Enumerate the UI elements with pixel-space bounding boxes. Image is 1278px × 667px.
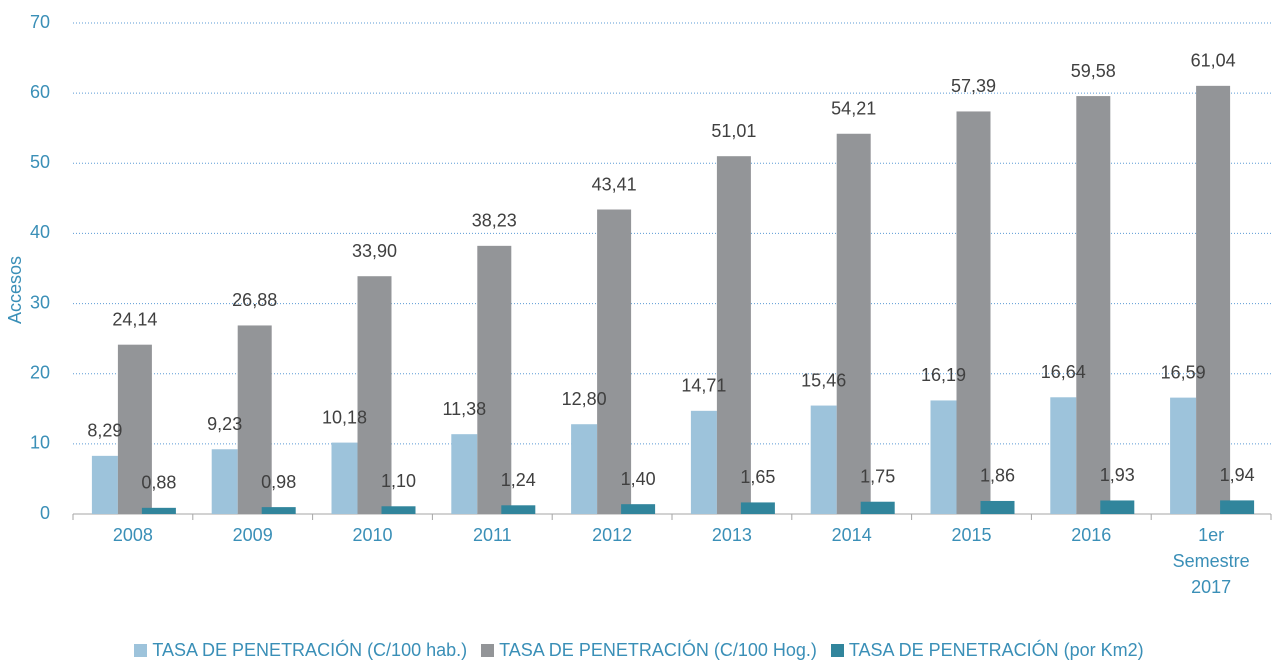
bar: [451, 434, 478, 514]
bar: [477, 245, 512, 514]
x-tick-label: 2015: [951, 525, 992, 545]
bar: [621, 504, 656, 514]
x-tick-label: 2011: [472, 525, 512, 545]
y-tick-label: 10: [30, 433, 50, 453]
bar: [237, 325, 272, 514]
value-label: 1,24: [501, 470, 536, 490]
value-label: 8,29: [87, 421, 122, 441]
value-label: 43,41: [592, 174, 637, 194]
value-label: 1,94: [1220, 465, 1255, 485]
legend-item: TASA DE PENETRACIÓN (C/100 hab.): [134, 640, 467, 661]
legend-swatch: [481, 644, 495, 657]
bar: [956, 111, 991, 515]
legend-label: TASA DE PENETRACIÓN (C/100 hab.): [152, 640, 468, 660]
legend-swatch: [830, 644, 844, 657]
value-label: 51,01: [711, 121, 756, 141]
value-label: 1,86: [980, 466, 1015, 486]
value-label: 24,14: [112, 309, 157, 329]
value-label: 1,65: [740, 467, 775, 487]
legend: TASA DE PENETRACIÓN (C/100 hab.) TASA DE …: [0, 640, 1278, 661]
bar: [1220, 500, 1255, 514]
value-label: 33,90: [352, 241, 397, 261]
value-label: 1,40: [621, 469, 656, 489]
bar: [331, 442, 358, 514]
y-tick-label: 60: [30, 82, 50, 102]
y-tick-label: 20: [30, 362, 50, 382]
value-label: 57,39: [951, 76, 996, 96]
value-label: 0,88: [141, 473, 176, 493]
value-label: 10,18: [322, 407, 367, 427]
x-tick-label: 2013: [711, 525, 752, 545]
bar: [1050, 397, 1077, 514]
y-tick-label: 70: [30, 12, 50, 32]
bar: [501, 505, 536, 514]
bar: [357, 276, 392, 514]
bar: [381, 506, 416, 514]
bar: [810, 405, 837, 514]
y-tick-label: 0: [40, 503, 50, 523]
legend-item: TASA DE PENETRACIÓN (por Km2): [830, 640, 1144, 661]
y-axis-label: Accesos: [5, 256, 25, 324]
bar: [836, 133, 871, 515]
value-label: 38,23: [472, 211, 517, 231]
bar: [117, 344, 152, 514]
x-tick-label: 2009: [232, 525, 273, 545]
legend-swatch: [134, 644, 148, 657]
value-label: 1,93: [1100, 465, 1135, 485]
value-label: 16,59: [1161, 362, 1206, 382]
value-label: 59,58: [1071, 61, 1116, 81]
bar: [141, 507, 176, 514]
bar: [690, 410, 717, 514]
value-label: 1,75: [860, 466, 895, 486]
bar: [91, 455, 118, 514]
value-label: 26,88: [232, 290, 277, 310]
y-tick-label: 30: [30, 292, 50, 312]
bar: [597, 209, 632, 514]
bar: [860, 501, 895, 514]
bar: [980, 500, 1015, 514]
value-label: 16,19: [921, 365, 966, 385]
x-tick-label: 2016: [1071, 525, 1112, 545]
value-label: 61,04: [1191, 51, 1236, 71]
value-label: 16,64: [1041, 362, 1086, 382]
value-label: 14,71: [681, 376, 726, 396]
bar: [1076, 96, 1111, 514]
legend-label: TASA DE PENETRACIÓN (C/100 Hog.): [499, 640, 817, 660]
bar: [930, 400, 957, 514]
bar: [1100, 500, 1135, 514]
legend-item: TASA DE PENETRACIÓN (C/100 Hog.): [481, 640, 817, 661]
x-tick-label: 2014: [831, 525, 872, 545]
x-tick-label: 2010: [352, 525, 393, 545]
y-tick-label: 40: [30, 222, 50, 242]
value-label: 9,23: [207, 414, 242, 434]
bar: [211, 449, 238, 514]
x-tick-label: 2012: [592, 525, 633, 545]
value-label: 1,10: [381, 471, 416, 491]
value-label: 15,46: [801, 370, 846, 390]
bar: [1196, 85, 1231, 515]
bar: [716, 156, 751, 514]
value-label: 54,21: [831, 99, 876, 119]
x-tick-label: 2008: [112, 525, 153, 545]
bar: [261, 507, 296, 514]
x-tick-label: 1er Semestre 2017: [1172, 525, 1250, 597]
bar: [740, 502, 775, 514]
legend-label: TASA DE PENETRACIÓN (por Km2): [848, 640, 1144, 660]
value-label: 0,98: [261, 472, 296, 492]
bar: [1170, 397, 1197, 514]
y-tick-label: 50: [30, 152, 50, 172]
value-label: 11,38: [442, 399, 486, 419]
value-label: 12,80: [562, 389, 607, 409]
bar: [571, 424, 598, 514]
